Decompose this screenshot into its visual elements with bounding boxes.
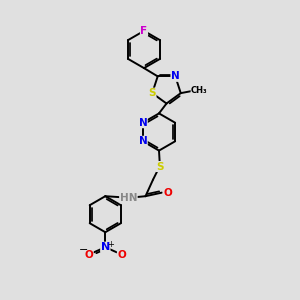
Text: F: F (140, 26, 148, 36)
Text: N: N (139, 136, 147, 146)
Text: O: O (163, 188, 172, 198)
Text: O: O (117, 250, 126, 260)
Text: N: N (101, 242, 110, 252)
Text: HN: HN (120, 193, 137, 203)
Text: N: N (171, 71, 180, 81)
Text: O: O (84, 250, 93, 260)
Text: S: S (156, 161, 163, 172)
Text: S: S (148, 88, 156, 98)
Text: CH₃: CH₃ (191, 86, 208, 95)
Text: N: N (139, 118, 147, 128)
Text: −: − (79, 245, 88, 255)
Text: +: + (107, 240, 114, 249)
